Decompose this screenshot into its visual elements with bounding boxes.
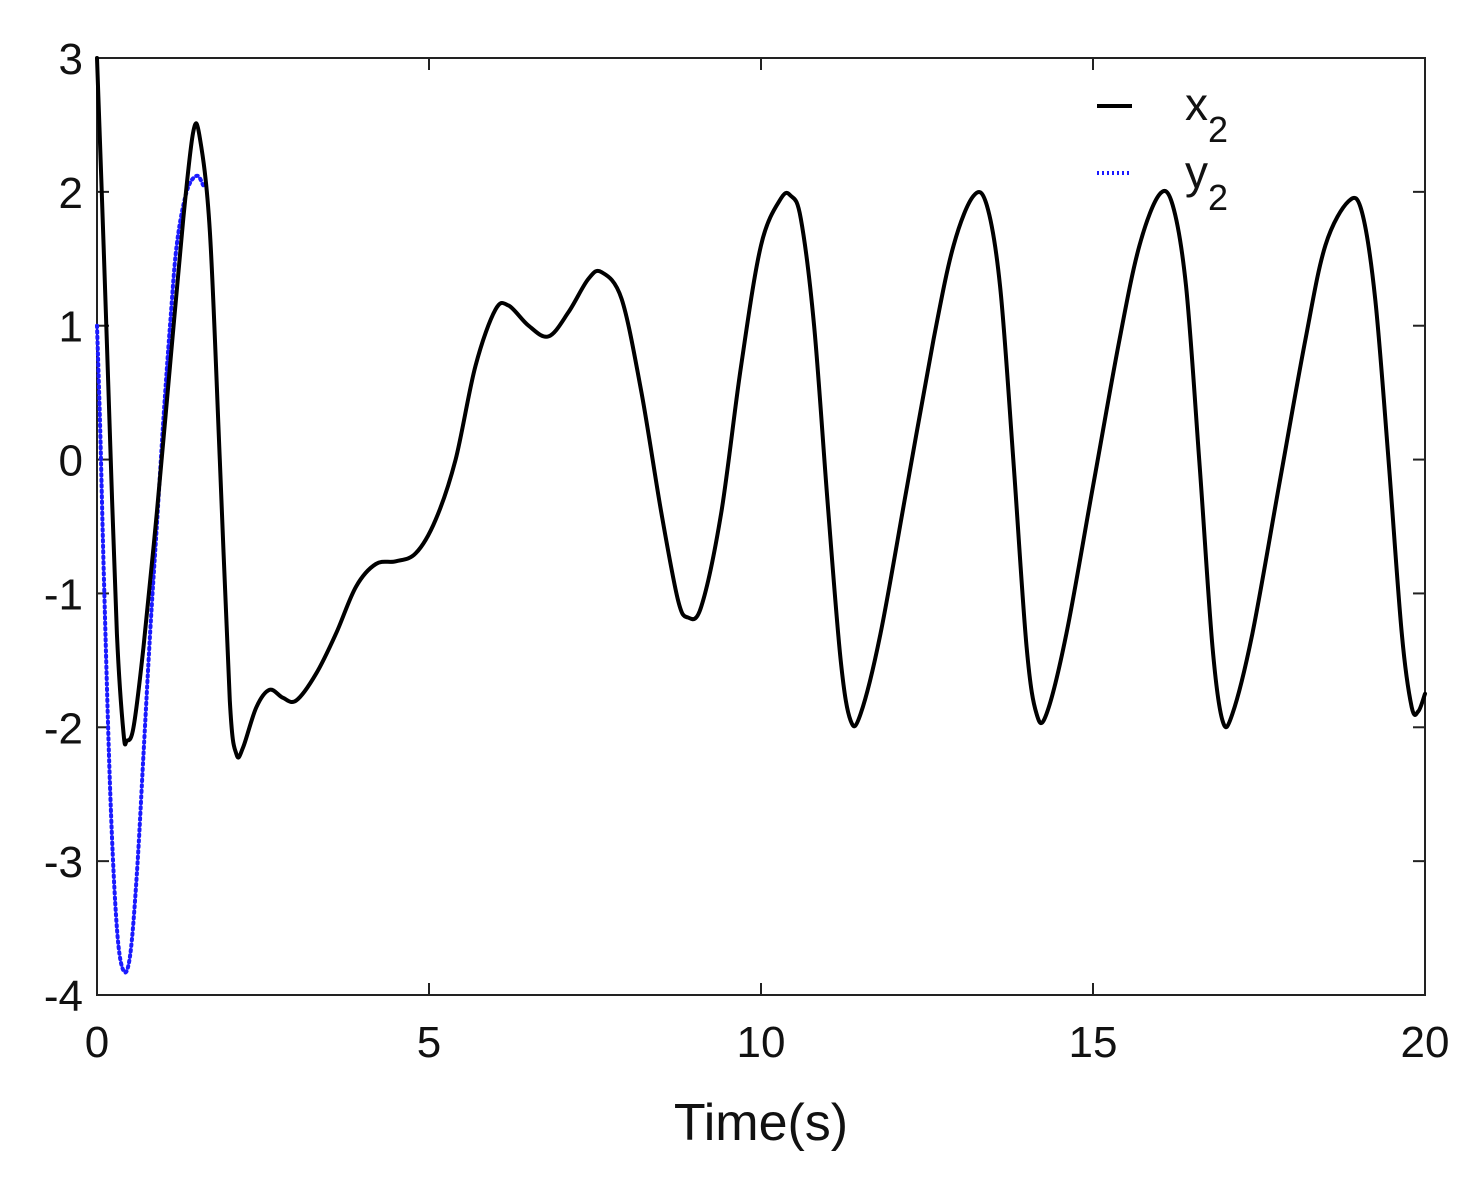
y-tick-label: 3 [59,35,83,84]
series-line-x2 [95,56,1427,760]
y-tick-label: 0 [59,437,83,486]
legend-label-x2: x2 [1185,78,1228,150]
legend-name-y2: y [1185,146,1208,198]
y-tick-label: 2 [59,169,83,218]
y-tick-label: -1 [44,570,83,619]
x-tick-label: 15 [1069,1018,1118,1067]
y-tick-label: -2 [44,704,83,753]
series-layer [95,56,1427,975]
tick-labels: 0 5 10 15 20 -4 -3 -2 -1 0 1 2 3 [44,35,1450,1067]
legend-sub-x2: 2 [1208,109,1228,150]
x-tick-label: 5 [417,1018,441,1067]
y-tick-label: -3 [44,838,83,887]
x-tick-label: 0 [85,1018,109,1067]
x-axis-label: Time(s) [674,1094,848,1152]
y-tick-label: -4 [44,972,83,1021]
series-line-y2 [95,173,206,975]
legend-name-x2: x [1185,78,1208,130]
ticks [96,57,1426,996]
legend-label-y2: y2 [1185,146,1228,218]
x-tick-label: 20 [1401,1018,1450,1067]
y-tick-label: 1 [59,303,83,352]
legend: x2 y2 [1097,78,1228,218]
x-tick-label: 10 [737,1018,786,1067]
legend-sub-y2: 2 [1208,177,1228,218]
